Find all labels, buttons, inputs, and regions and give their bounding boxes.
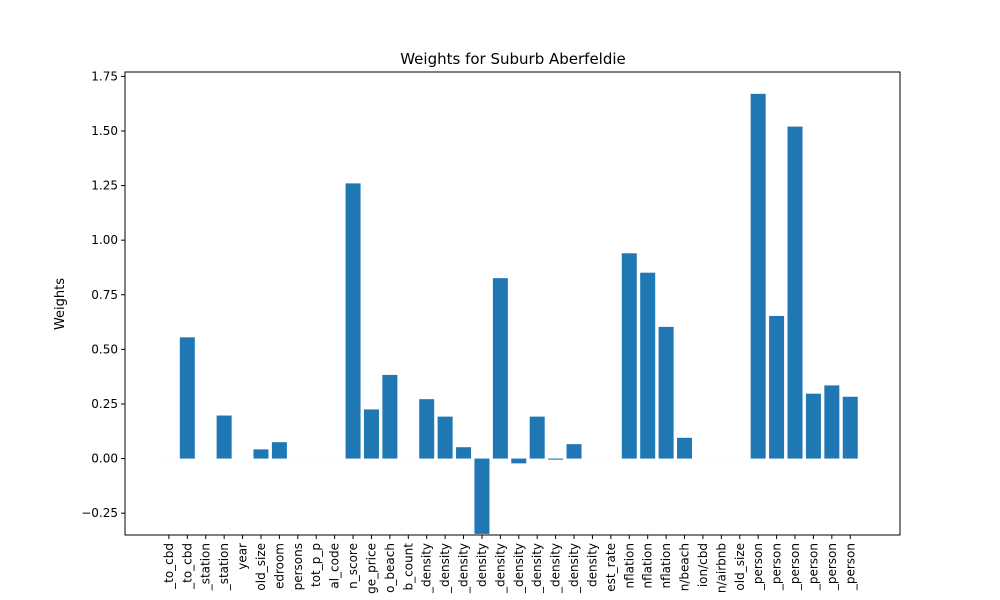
x-tick-label-0: _to_cbd — [162, 543, 176, 590]
x-tick-label-14: _density — [420, 543, 434, 594]
bar-16 — [456, 447, 472, 459]
x-tick-label-27: nflation — [659, 543, 673, 589]
x-tick-label-20: _density — [530, 543, 544, 594]
y-tick-label-6: 1.25 — [91, 179, 118, 193]
bar-33 — [769, 315, 785, 459]
bar-19 — [511, 458, 527, 464]
bars-group — [161, 93, 858, 534]
x-tick-label-5: old_size — [254, 543, 268, 591]
x-tick-label-8: tot_p_p — [309, 543, 323, 587]
x-tick-label-7: persons — [291, 543, 305, 590]
x-tick-label-26: nflation — [641, 543, 655, 589]
x-axis: _to_cbd _to_cbd _station _station year old_si… — [162, 535, 857, 594]
bar-17 — [474, 458, 490, 534]
bar-6 — [271, 442, 287, 459]
y-tick-label-0: −0.25 — [81, 506, 118, 520]
x-tick-label-24: est_rate — [604, 543, 618, 592]
x-tick-label-21: _density — [549, 543, 563, 594]
x-tick-label-10: n_score — [346, 543, 360, 589]
x-tick-label-23: density — [585, 543, 599, 587]
bar-34 — [787, 126, 803, 459]
x-tick-label-13: b_count — [401, 543, 415, 591]
bar-32 — [750, 93, 766, 459]
bar-10 — [345, 183, 361, 459]
x-tick-label-25: nflation — [622, 543, 636, 589]
chart-title: Weights for Suburb Aberfeldie — [400, 50, 626, 68]
x-tick-label-37: _person — [843, 543, 857, 591]
x-tick-label-3: _station — [217, 543, 231, 591]
y-axis: −0.25 0.00 0.25 0.50 0.75 1.00 1.25 1.50 1.75 — [81, 69, 125, 520]
bar-21 — [548, 458, 564, 460]
bar-28 — [677, 437, 693, 459]
y-tick-label-2: 0.25 — [91, 397, 118, 411]
x-tick-label-4: year — [236, 543, 250, 570]
y-axis-label: Weights — [53, 278, 68, 330]
y-tick-label-8: 1.75 — [91, 69, 118, 83]
x-tick-label-11: ge_price — [364, 543, 378, 594]
y-tick-label-1: 0.00 — [91, 452, 118, 466]
x-tick-label-18: _density — [493, 543, 507, 594]
x-tick-label-19: _density — [512, 543, 526, 594]
bar-37 — [842, 396, 858, 459]
x-tick-label-36: _person — [825, 543, 839, 591]
plot-frame — [124, 71, 901, 536]
bar-22 — [566, 444, 582, 459]
bar-15 — [437, 416, 453, 459]
bar-1 — [179, 337, 195, 459]
x-tick-label-22: _density — [567, 543, 581, 594]
y-tick-label-7: 1.50 — [91, 124, 118, 138]
bar-3 — [216, 415, 232, 459]
y-tick-label-3: 0.50 — [91, 342, 118, 356]
x-tick-label-34: _person — [788, 543, 802, 591]
x-tick-label-12: o_beach — [383, 543, 397, 593]
bar-25 — [621, 253, 637, 459]
bar-35 — [805, 393, 821, 459]
x-tick-label-32: _person — [751, 543, 765, 591]
bar-11 — [363, 409, 379, 459]
bar-20 — [529, 416, 545, 459]
x-tick-label-16: _density — [457, 543, 471, 594]
x-tick-label-31: old_size — [733, 543, 747, 591]
x-tick-label-33: _person — [770, 543, 784, 591]
y-tick-label-4: 0.75 — [91, 288, 118, 302]
x-tick-label-15: _density — [438, 543, 452, 594]
bar-27 — [658, 326, 674, 459]
bar-18 — [492, 278, 508, 459]
bar-5 — [253, 449, 269, 459]
x-tick-label-30: n/airbnb — [714, 543, 728, 593]
y-tick-label-5: 1.00 — [91, 233, 118, 247]
x-tick-label-17: density — [475, 543, 489, 587]
x-tick-label-6: edroom — [272, 543, 286, 589]
bar-12 — [382, 374, 398, 459]
x-tick-label-9: al_code — [328, 543, 342, 589]
bar-26 — [640, 272, 656, 459]
x-tick-label-1: _to_cbd — [180, 543, 194, 590]
x-tick-label-29: ion/cbd — [696, 543, 710, 587]
x-tick-label-28: n/beach — [678, 543, 692, 591]
bar-14 — [419, 399, 435, 459]
bar-36 — [824, 385, 840, 459]
x-tick-label-2: _station — [199, 543, 213, 591]
x-tick-label-35: _person — [806, 543, 820, 591]
